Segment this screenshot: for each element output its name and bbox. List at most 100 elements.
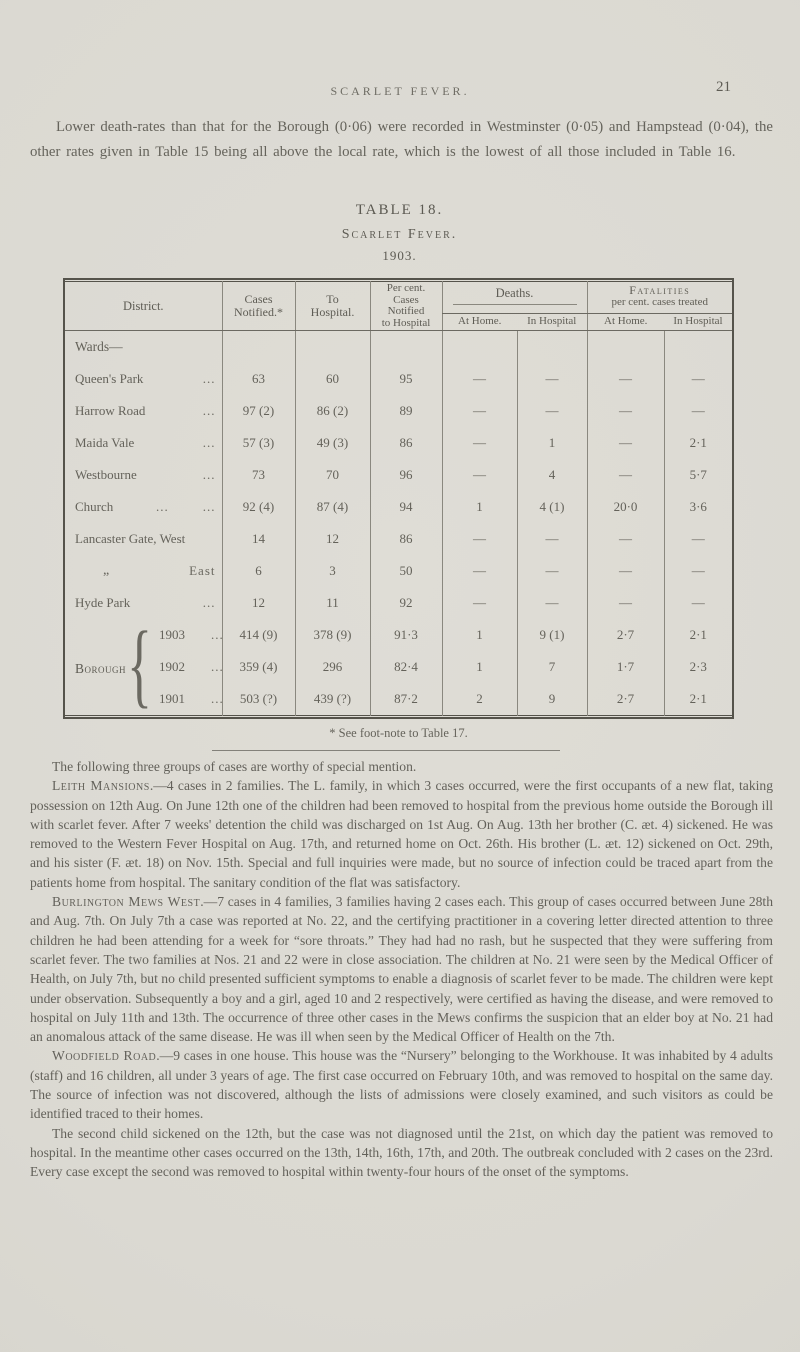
cases-cell: 63	[221, 363, 295, 395]
district-cell: 1902...	[65, 651, 224, 683]
deaths-hosp-cell: 1	[516, 427, 587, 459]
deaths-underline	[452, 304, 577, 305]
per-cent-cell: 91·3	[369, 619, 442, 651]
leader-dots: ...	[202, 403, 216, 418]
fat-hosp-cell: —	[663, 523, 732, 555]
header-deaths: Deaths.	[441, 281, 587, 314]
table-title: TABLE 18.	[355, 202, 444, 218]
district-label: Maida Vale	[75, 435, 135, 450]
woodfield-road-lead: Woodfield Road	[52, 1048, 157, 1064]
year-label: 1901	[159, 691, 185, 706]
table-year: 1903.	[382, 248, 417, 263]
table-subtitle: Scarlet Fever.	[341, 227, 458, 242]
fat-hosp-cell: 2·1	[663, 427, 732, 459]
fat-hosp-cell: —	[663, 555, 732, 587]
deaths-hosp-cell: 9	[516, 683, 587, 716]
fat-home-cell: —	[586, 395, 664, 427]
to-hospital-cell: 11	[294, 587, 370, 619]
per-cent-cell: 94	[369, 491, 442, 523]
per-cent-cell: 82·4	[369, 651, 442, 683]
to-hospital-cell: 86 (2)	[294, 395, 370, 427]
fat-home-cell: —	[586, 459, 664, 491]
district-cell: Harrow Road...	[65, 395, 222, 427]
data-table: District. Cases Notified.* To Hospital. …	[65, 281, 732, 716]
header-deaths-label: Deaths.	[495, 286, 534, 300]
paragraph-burlington-mews: Burlington Mews West.—7 cases in 4 famil…	[30, 892, 773, 1046]
district-cell: Queen's Park...	[65, 363, 222, 395]
leader-dots: ...	[211, 659, 224, 674]
year-label: 1902	[159, 659, 185, 674]
to-hospital-cell: 70	[294, 459, 370, 491]
fat-home-cell: —	[586, 363, 664, 395]
table-row: „ East 6 3 50— — — —	[65, 555, 732, 587]
district-cell: 1901...	[65, 683, 224, 716]
district-label: Westbourne	[75, 467, 137, 482]
cases-cell: 57 (3)	[221, 427, 295, 459]
district-cell: 1903...	[65, 619, 223, 651]
paragraph-woodfield-road: Woodfield Road.—9 cases in one house. Th…	[30, 1046, 773, 1123]
fat-home-cell: —	[586, 523, 664, 555]
intro-paragraph: Lower death-rates than that for the Boro…	[30, 119, 773, 160]
leith-mansions-text: .—4 cases in 2 families. The L. family, …	[30, 778, 773, 890]
fat-hosp-cell: —	[663, 395, 732, 427]
leader-dots: ...	[202, 435, 216, 450]
table-row: Westbourne... 73 70 96—4—5·7	[65, 459, 732, 491]
table-row: Harrow Road... 97 (2) 86 (2) 89— — — —	[65, 395, 732, 427]
fat-hosp-cell: 5·7	[663, 459, 732, 491]
deaths-home-cell: —	[441, 459, 517, 491]
deaths-hosp-cell: 4 (1)	[516, 491, 587, 523]
header-deaths-at-home: At Home.	[441, 313, 517, 332]
to-hospital-cell: 60	[294, 363, 370, 395]
fat-home-cell: 2·7	[586, 619, 664, 651]
per-cent-cell: 92	[369, 587, 442, 619]
fat-hosp-cell: —	[663, 363, 732, 395]
deaths-home-cell: —	[441, 427, 517, 459]
fat-home-cell: —	[586, 587, 664, 619]
district-label: Harrow Road	[75, 403, 146, 418]
deaths-hosp-cell: 4	[516, 459, 587, 491]
cases-cell: 14	[221, 523, 295, 555]
per-cent-cell: 87·2	[369, 683, 442, 716]
scarlet-fever-table: District. Cases Notified.* To Hospital. …	[63, 278, 734, 719]
fat-home-cell: —	[586, 427, 664, 459]
deaths-hosp-cell: —	[516, 523, 587, 555]
fat-hosp-cell: 2·1	[663, 619, 732, 651]
district-cell: Lancaster Gate, West	[65, 523, 222, 555]
per-cent-cell: 86	[369, 427, 442, 459]
deaths-hosp-cell	[516, 330, 587, 363]
fat-home-cell: 1·7	[586, 651, 664, 683]
cases-cell: 503 (?)	[221, 683, 295, 716]
per-cent-cell: 86	[369, 523, 442, 555]
deaths-home-cell	[441, 330, 517, 363]
fat-hosp-cell: 3·6	[663, 491, 732, 523]
to-hospital-cell: 439 (?)	[294, 683, 370, 716]
district-cell: Maida Vale...	[65, 427, 222, 459]
fat-hosp-cell: —	[663, 587, 732, 619]
district-label: Lancaster Gate, West	[75, 531, 186, 546]
deaths-hosp-cell: —	[516, 363, 587, 395]
cases-cell: 359 (4)	[221, 651, 295, 683]
table-row: Wards—	[65, 330, 732, 363]
table-footnote: * See foot-note to Table 17.	[329, 726, 468, 740]
per-cent-cell: 95	[369, 363, 442, 395]
district-label: Queen's Park	[75, 371, 144, 386]
fat-home-cell: 20·0	[586, 491, 664, 523]
table-row: Maida Vale... 57 (3) 49 (3) 86—1—2·1	[65, 427, 732, 459]
header-cases-notified: Cases Notified.*	[221, 281, 295, 331]
deaths-home-cell: —	[441, 523, 517, 555]
per-cent-cell	[369, 330, 442, 363]
table-title-block: TABLE 18. Scarlet Fever. 1903.	[66, 202, 733, 264]
table-row: Hyde Park... 12 11 92— — — —	[65, 587, 732, 619]
deaths-home-cell: —	[441, 587, 517, 619]
burlington-mews-lead: Burlington Mews West	[52, 894, 201, 910]
to-hospital-cell	[294, 330, 370, 363]
leader-dots: ...	[202, 595, 216, 610]
fat-home-cell: 2·7	[586, 683, 664, 716]
paragraph-following: The following three groups of cases are …	[52, 759, 417, 774]
leader-dots: ...	[202, 467, 216, 482]
header-fatalities-subtext: per cent. cases treated	[611, 296, 709, 308]
district-cell: Westbourne...	[65, 459, 222, 491]
cases-cell: 97 (2)	[221, 395, 295, 427]
leader-dots: ...	[211, 691, 224, 706]
section-divider	[212, 750, 560, 751]
